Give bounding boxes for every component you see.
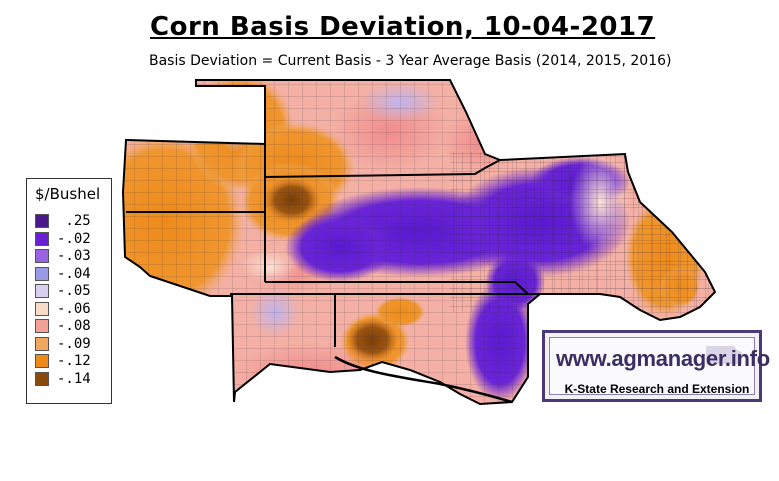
legend-item: .25 [35,213,91,229]
legend-item: -.02 [35,231,91,247]
kansas-outline-icon [706,346,742,364]
logo-subtitle-text: K-State Research and Extension [564,382,750,396]
legend-item: -.08 [35,318,91,334]
logo-url-text: www.agmanager.info [556,346,770,371]
legend-swatch [35,231,49,246]
legend-label: -.08 [57,318,91,334]
legend-label: -.05 [57,283,91,299]
legend-swatch [35,371,49,386]
legend-item: -.04 [35,266,91,282]
map-subtitle: Basis Deviation = Current Basis - 3 Year… [149,53,672,69]
legend-swatch [35,301,49,316]
legend-title: $/Bushel [35,185,101,203]
legend-item: -.03 [35,248,91,264]
basis-deviation-map [121,79,717,406]
legend-label: -.03 [57,248,91,264]
legend-item: -.12 [35,353,91,369]
legend-item: -.06 [35,301,91,317]
logo-frame: www.agmanager.info K-State Research and … [549,337,770,396]
legend-item: -.05 [35,283,91,299]
legend-label: -.02 [57,230,91,247]
legend-label: -.04 [57,265,91,282]
legend-swatch [35,319,49,333]
legend-swatch [35,336,49,351]
legend-label: .25 [57,213,91,229]
legend-item: -.14 [35,371,91,387]
legend: $/Bushel .25 -.02 -.03 -.04 -.05 -.06 -.08 -.09… [26,178,112,404]
legend-swatch [35,266,49,281]
map-title: Corn Basis Deviation, 10-04-2017 [150,12,656,42]
legend-label: -.12 [57,353,91,369]
legend-swatch [35,249,49,263]
legend-label: -.06 [57,300,91,317]
legend-label: -.09 [57,335,91,352]
legend-item: -.09 [35,336,91,352]
legend-label: -.14 [57,370,91,387]
state-borders [121,79,717,406]
legend-swatch [35,354,49,368]
legend-swatch [35,284,49,298]
agmanager-logo[interactable]: www.agmanager.info K-State Research and … [542,330,770,402]
legend-swatch [35,214,49,228]
